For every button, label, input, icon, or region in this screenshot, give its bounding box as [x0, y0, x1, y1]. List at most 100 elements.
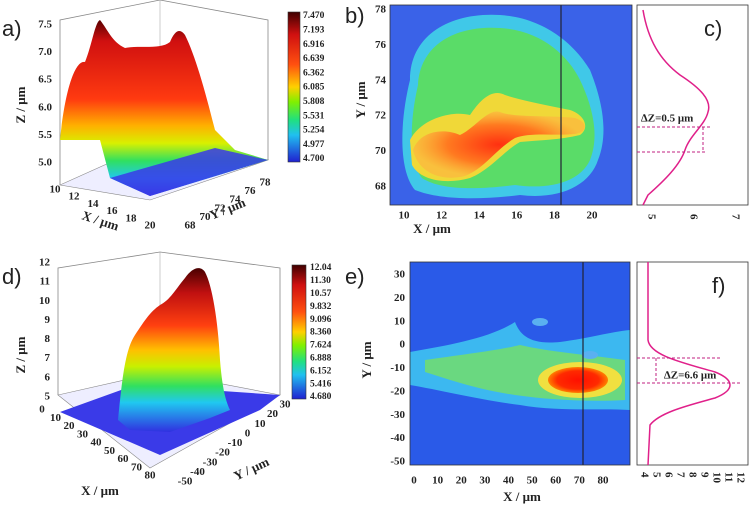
tick-label: 7: [674, 472, 686, 478]
tick-label: 6.0: [38, 101, 52, 113]
tick-label: 10: [710, 472, 722, 484]
panel-b: b) Y / μm X / μm: [345, 3, 633, 236]
tick-label: 11: [722, 472, 734, 482]
tick-label: 4.700: [303, 154, 325, 164]
tick-label: 6.888: [310, 353, 332, 363]
tick-label: 20: [64, 420, 76, 432]
tick-label: 6: [662, 472, 674, 478]
panel-e: e) Y / μm X / μm: [345, 261, 631, 504]
tick-label: 78: [375, 4, 387, 16]
tick-label: 6.152: [310, 366, 332, 376]
tick-label: -30: [203, 456, 218, 468]
z-axis-label: Z / μm: [13, 336, 28, 373]
tick-label: 30: [77, 428, 89, 440]
tick-label: 50: [527, 475, 539, 487]
tick-label: 5.531: [303, 111, 325, 121]
tick-label: 5.416: [310, 379, 332, 389]
tick-label: -20: [215, 447, 230, 459]
z-axis-label: Z / μm: [13, 86, 28, 123]
tick-label: 74: [375, 74, 387, 86]
tick-label: -20: [390, 385, 405, 397]
plot-frame: [389, 4, 633, 206]
y-axis-label: Y / μm: [231, 454, 271, 483]
tick-label: 10: [399, 210, 411, 222]
tick-label: -10: [390, 362, 405, 374]
tick-label: 16: [107, 205, 119, 217]
tick-label: 72: [215, 202, 227, 214]
tick-label: 9.096: [310, 315, 332, 325]
tick-label: 7.470: [303, 11, 325, 21]
plot-frame: [636, 261, 749, 466]
colorbar: [287, 11, 301, 163]
tick-label: -40: [190, 466, 205, 478]
tick-label: 12: [436, 210, 448, 222]
tick-label: 0: [39, 404, 45, 416]
tick-label: 10: [39, 295, 51, 307]
tick-label: 9: [698, 472, 710, 478]
tick-label: 8: [686, 472, 698, 478]
tick-label: 5: [650, 472, 662, 478]
y-axis-label: Y / μm: [359, 341, 374, 378]
tick-label: 70: [574, 475, 586, 487]
plot-frame: [636, 4, 749, 206]
tick-label: 6: [687, 214, 699, 220]
tick-label: 76: [375, 39, 387, 51]
region-hot: [413, 111, 585, 178]
tick-label: 4: [638, 472, 650, 478]
tick-label: 20: [267, 408, 279, 420]
region-cyan: [532, 318, 548, 326]
tick-label: 16: [511, 210, 523, 222]
tick-label: 6.362: [303, 68, 325, 78]
tick-label: 20: [456, 475, 468, 487]
panel-label: a): [2, 16, 22, 41]
tick-label: 7: [45, 352, 51, 364]
tick-label: 0: [245, 427, 251, 439]
tick-label: 70: [375, 145, 387, 157]
tick-label: 6.916: [303, 40, 325, 50]
surface-floor: [110, 148, 268, 196]
x-axis-label: X / μm: [81, 483, 119, 498]
tick-label: -50: [390, 456, 405, 468]
y-axis-label: Y / μm: [353, 81, 368, 118]
panel-f: f) ∆Z=6.6 μm: [636, 261, 749, 466]
tick-label: 5: [45, 391, 51, 403]
tick-label: 40: [91, 437, 103, 449]
panel-label: e): [345, 264, 365, 289]
surface: [118, 268, 230, 432]
tick-label: 60: [550, 475, 562, 487]
tick-label: -10: [228, 437, 243, 449]
profile-curve: [642, 9, 710, 206]
tick-label: 10: [394, 315, 406, 327]
tick-label: -40: [390, 432, 405, 444]
region-cyan: [582, 351, 598, 359]
tick-label: 70: [131, 461, 143, 473]
tick-label: 10.57: [310, 289, 332, 299]
tick-label: 70: [200, 211, 212, 223]
tick-label: 11: [40, 276, 50, 288]
tick-label: 40: [503, 475, 515, 487]
tick-label: 12: [734, 472, 746, 484]
tick-label: 78: [260, 177, 272, 189]
tick-label: 5.808: [303, 97, 325, 107]
panel-label: f): [712, 273, 725, 298]
tick-label: 4.977: [303, 140, 325, 150]
tick-label: 4.680: [310, 392, 332, 402]
tick-label: 10: [50, 412, 62, 424]
region-hot: [548, 367, 608, 393]
tick-label: 74: [230, 194, 242, 206]
tick-label: 30: [394, 269, 406, 281]
tick-label: 8: [45, 333, 51, 345]
tick-label: 0: [411, 475, 417, 487]
tick-label: 30: [280, 399, 292, 411]
tick-label: 18: [549, 210, 561, 222]
tick-label: 9.832: [310, 302, 332, 312]
tick-label: 7.624: [310, 341, 332, 351]
tick-label: 8.360: [310, 328, 332, 338]
tick-label: 7.0: [38, 46, 52, 58]
tick-label: 30: [479, 475, 491, 487]
tick-label: 80: [145, 470, 157, 482]
tick-label: 6: [45, 371, 51, 383]
tick-label: -50: [178, 476, 193, 488]
tick-label: 6.639: [303, 54, 325, 64]
